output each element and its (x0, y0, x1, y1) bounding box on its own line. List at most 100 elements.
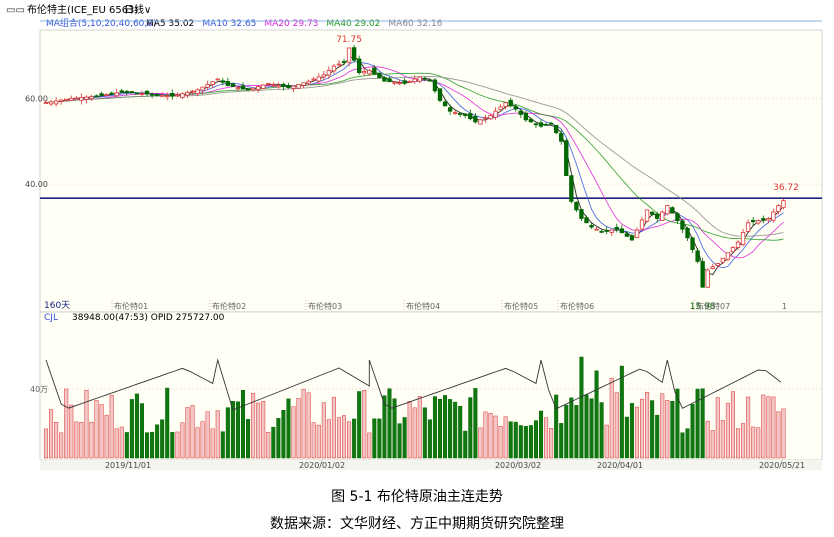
candle-body (518, 110, 523, 115)
candle-body (362, 71, 367, 74)
volume-bar (427, 419, 432, 459)
candle-body (564, 140, 569, 176)
candle-body (559, 133, 564, 142)
volume-bar (185, 407, 190, 459)
volume-bar (766, 396, 771, 459)
volume-bar (392, 398, 397, 459)
volume-bar (49, 409, 54, 459)
candle-body (266, 82, 271, 85)
volume-bar (357, 391, 362, 459)
candle-body (432, 79, 438, 92)
volume-bar (367, 432, 372, 459)
volume-bar (240, 390, 246, 459)
volume-bar (220, 431, 225, 459)
volume-bar (544, 417, 549, 459)
candle-body (311, 78, 316, 81)
volume-bar (296, 398, 301, 459)
volume-bar (756, 427, 761, 459)
contract-labels: 布伦特01 布伦特02 布伦特03 布伦特04 布伦特05 布伦特06 布伦特07 (111, 300, 730, 311)
candle-body (771, 211, 776, 221)
candle-body (230, 83, 236, 87)
candle-body (351, 47, 357, 61)
volume-bar (503, 416, 508, 459)
candle-body (301, 82, 306, 86)
volume-bar (104, 414, 109, 459)
candle-body (740, 232, 746, 245)
candle-body (599, 230, 604, 233)
candle-body (341, 61, 347, 63)
contract-label: 布伦特01 (114, 301, 148, 311)
volume-bar (720, 420, 725, 459)
candle-body (129, 91, 135, 94)
candle-body (372, 67, 377, 75)
ma-legend-item: MA40 29.02 (326, 19, 380, 29)
candle-body (58, 99, 64, 102)
candle-body (437, 88, 443, 101)
candle-body (644, 209, 650, 222)
volume-bar (64, 388, 69, 459)
candle-body (538, 122, 544, 127)
volume-bar (150, 431, 155, 459)
ma-group-label[interactable]: MA组合(5,10,20,40,60,0) (46, 17, 157, 29)
candle-body (508, 99, 513, 107)
candle-body (675, 213, 680, 222)
candle-body (377, 72, 382, 79)
chart-area[interactable]: ▭▭ 布伦特主(ICE_EU 6563) 日线∨ MA组合(5,10,20,40… (0, 0, 834, 470)
toolbar-menu-icon[interactable]: ▭▭ (6, 5, 25, 16)
candle-body (336, 63, 342, 66)
volume-bar (291, 406, 296, 459)
volume-bar (523, 426, 528, 459)
volume-bar (715, 397, 720, 459)
volume-bar (432, 396, 437, 459)
ma-legend-item: MA10 32.65 (202, 19, 256, 29)
candle-body (422, 77, 428, 80)
candle-body (225, 81, 231, 86)
candle-body (639, 219, 645, 230)
volume-label[interactable]: CJL (44, 313, 58, 323)
volume-bar (614, 392, 619, 459)
volume-bar (660, 393, 665, 459)
volume-bar (761, 394, 766, 459)
period-select[interactable]: 日线∨ (124, 3, 151, 16)
candle-body (634, 229, 640, 239)
volume-bar (276, 418, 281, 459)
candle-body (685, 227, 690, 239)
volume-bar (190, 405, 195, 459)
candle-body (286, 85, 291, 89)
candle-body (190, 90, 195, 93)
candle-body (402, 80, 407, 84)
volume-bar (402, 417, 407, 459)
volume-bar (730, 391, 735, 459)
volume-bar (448, 399, 453, 459)
volume-bar (584, 394, 589, 459)
candle-body (170, 92, 175, 97)
volume-bar (705, 420, 710, 459)
volume-bar (473, 388, 478, 459)
candle-body (114, 92, 119, 97)
candle-body (594, 228, 599, 231)
volume-bar (655, 414, 660, 459)
volume-bar (59, 432, 64, 459)
volume-bar (99, 404, 104, 459)
candle-body (367, 70, 372, 75)
candle-body (761, 218, 766, 220)
instrument-title[interactable]: 布伦特主(ICE_EU 6563) (27, 3, 138, 16)
volume-bar (347, 421, 352, 459)
volume-bar (751, 426, 756, 459)
candle-body (124, 90, 129, 93)
last-price-label: 36.72 (773, 183, 799, 193)
volume-bar (695, 388, 700, 459)
volume-bar (326, 419, 331, 459)
candle-body (720, 257, 726, 263)
candle-body (84, 96, 89, 100)
volume-bar (781, 408, 786, 459)
candle-body (346, 47, 352, 63)
volume-bar (342, 415, 347, 459)
candle-body (629, 235, 635, 241)
volume-bar (458, 405, 463, 459)
volume-bar (377, 418, 382, 459)
volume-bar (251, 393, 256, 459)
volume-bar (165, 387, 170, 459)
volume-bar (604, 424, 609, 459)
candle-body (109, 92, 114, 95)
